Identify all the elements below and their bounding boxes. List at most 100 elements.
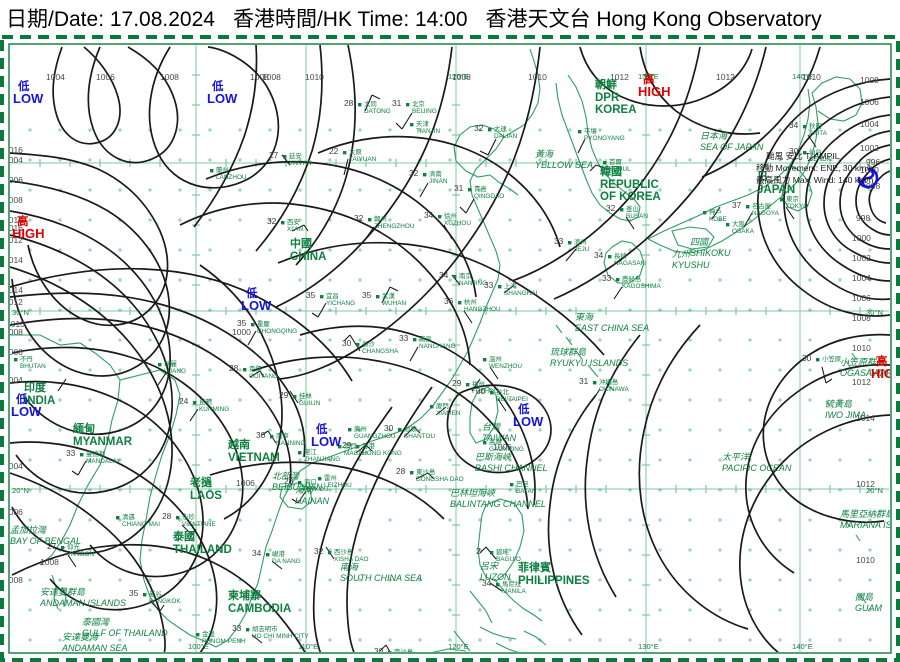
station-name-cn-20: 武漢 xyxy=(382,291,395,300)
station-name-en-23: NANCHANG xyxy=(419,343,456,350)
sea-label-en-20: LUZON xyxy=(480,572,511,582)
station-dot xyxy=(568,241,572,245)
synoptic-map-svg: 1004 1006 1008 1008 1008 1010 1008 1010 1012… xyxy=(0,35,900,662)
grid-dot xyxy=(268,368,272,372)
station-temp-32: 30 xyxy=(384,423,394,433)
station-dot xyxy=(388,651,392,652)
grid-dot xyxy=(328,278,332,282)
grid-dot xyxy=(358,338,362,342)
station-temp-39: 28 xyxy=(396,466,406,476)
grid-dot xyxy=(148,578,152,582)
typhoon-symbol-icon xyxy=(857,167,879,189)
grid-dot xyxy=(688,548,692,552)
svg-text:1016: 1016 xyxy=(4,223,23,233)
lon-label-120e-bottom: 120°E xyxy=(448,642,469,651)
grid-dot xyxy=(418,188,422,192)
grid-dot xyxy=(268,398,272,402)
grid-dot xyxy=(388,608,392,612)
sea-label-en-14: IWO JIMA xyxy=(825,410,866,420)
grid-dot xyxy=(718,278,722,282)
grid-dot xyxy=(778,548,782,552)
station-temp-7: 34 xyxy=(789,120,799,130)
grid-dot xyxy=(478,638,482,642)
station-dot xyxy=(703,211,707,215)
sea-label-en-21: TAIWAN xyxy=(482,433,517,443)
sea-label-en-16: GUAM xyxy=(855,603,883,613)
station-name-cn-15: 徐州 xyxy=(444,211,457,220)
grid-dot xyxy=(808,638,812,642)
station-name-en-8: SENDAI xyxy=(809,156,833,163)
station-dot xyxy=(210,169,214,173)
grid-dot xyxy=(388,368,392,372)
station-name-en-52: MANDALAY xyxy=(86,458,121,465)
grid-dot xyxy=(658,428,662,432)
pressure-centre-en-low-7: LOW xyxy=(513,414,544,429)
station-dot xyxy=(176,516,180,520)
grid-dot xyxy=(268,578,272,582)
station-name-en-30: NANNING xyxy=(276,440,305,447)
grid-dot xyxy=(868,398,872,402)
grid-dot xyxy=(748,248,752,252)
grid-dot xyxy=(478,608,482,612)
svg-text:1010: 1010 xyxy=(856,555,875,565)
station-temp-3: 22 xyxy=(329,146,339,156)
station-name-cn-61: 名古屋 xyxy=(752,201,772,210)
lon-label-130e-bottom: 130°E xyxy=(638,642,659,651)
grid-dot xyxy=(178,218,182,222)
grid-dot xyxy=(688,488,692,492)
station-dot xyxy=(318,477,322,481)
grid-dot xyxy=(778,338,782,342)
station-name-cn-13: 青島 xyxy=(474,184,487,193)
grid-dot xyxy=(748,488,752,492)
grid-dot xyxy=(178,488,182,492)
sea-label-cn-24: 四國 xyxy=(690,237,710,247)
grid-dot xyxy=(268,248,272,252)
grid-dot xyxy=(178,518,182,522)
grid-dot xyxy=(88,368,92,372)
station-name-cn-50: 永珍 xyxy=(182,512,195,521)
station-dot xyxy=(438,215,442,219)
grid-dot xyxy=(118,458,122,462)
grid-dot xyxy=(298,488,302,492)
station-temp-52: 33 xyxy=(66,448,76,458)
grid-dot xyxy=(808,248,812,252)
country-label-en-1-0: DPR xyxy=(595,92,620,104)
station-dot xyxy=(406,103,410,107)
svg-text:1006: 1006 xyxy=(852,293,871,303)
grid-dot xyxy=(478,188,482,192)
grid-dot xyxy=(838,428,842,432)
sea-label-cn-21: 台灣 xyxy=(482,422,501,432)
grid-dot xyxy=(118,248,122,252)
grid-dot xyxy=(418,128,422,132)
grid-dot xyxy=(418,548,422,552)
grid-dot xyxy=(688,518,692,522)
grid-dot xyxy=(538,128,542,132)
station-name-en-39: DONGSHA DAO xyxy=(416,476,464,483)
station-name-cn-65: 小笠原 xyxy=(822,354,842,363)
station-name-en-18: HANGZHOU xyxy=(464,306,501,313)
sea-label-cn-13: 小笠原群島 xyxy=(840,357,886,367)
station-dot xyxy=(496,583,500,587)
grid-dot xyxy=(328,578,332,582)
grid-dot xyxy=(628,188,632,192)
grid-dot xyxy=(568,548,572,552)
grid-dot xyxy=(718,488,722,492)
sea-label-cn-11: 安達曼海 xyxy=(62,632,100,642)
grid-dot xyxy=(508,578,512,582)
grid-dot xyxy=(208,428,212,432)
grid-dot xyxy=(238,518,242,522)
station-temp-57: 32 xyxy=(606,203,616,213)
station-name-cn-57: 釜山 xyxy=(626,204,639,213)
pressure-centre-en-high-2: HIGH xyxy=(638,84,671,99)
hk-time-label: 香港時間/HK Time: 14:00 xyxy=(232,7,468,31)
grid-dot xyxy=(328,458,332,462)
station-name-cn-30: 南寧 xyxy=(276,431,289,440)
grid-dot xyxy=(448,368,452,372)
station-dot xyxy=(356,445,360,449)
pressure-centre-cn-low-4: 低 xyxy=(245,286,258,300)
grid-dot xyxy=(418,578,422,582)
station-name-en-54: OKINAWA xyxy=(599,386,629,393)
station-temp-38: 28 xyxy=(284,476,294,486)
svg-text:1008: 1008 xyxy=(860,75,879,85)
station-name-en-32: SHANTOU xyxy=(404,433,436,440)
